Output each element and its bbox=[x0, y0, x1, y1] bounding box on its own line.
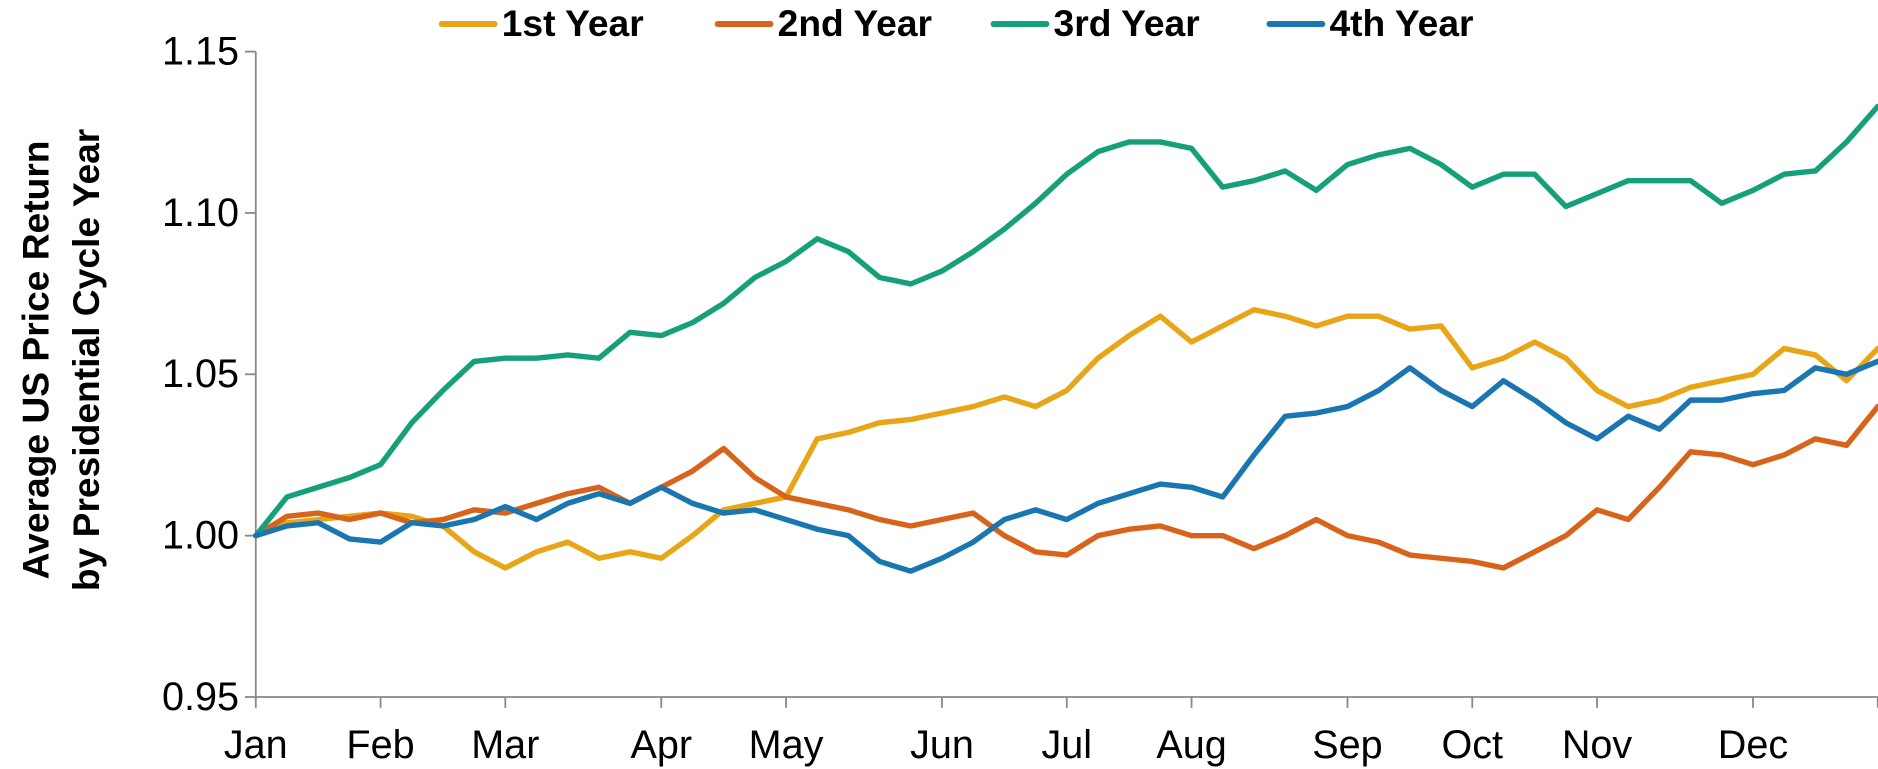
series-line bbox=[253, 103, 1878, 539]
x-tick-label: Jul bbox=[1041, 723, 1092, 767]
series-line bbox=[253, 307, 1878, 571]
x-tick-label: Mar bbox=[471, 723, 539, 767]
x-tick-label: Sep bbox=[1312, 723, 1382, 767]
y-tick-label: 1.00 bbox=[162, 514, 239, 558]
legend-label: 4th Year bbox=[1329, 2, 1473, 44]
x-tick-label: Apr bbox=[630, 723, 692, 767]
legend-label: 1st Year bbox=[502, 2, 644, 44]
x-tick-label: Feb bbox=[346, 723, 414, 767]
x-tick-label: Jun bbox=[910, 723, 974, 767]
y-tick-label: 1.05 bbox=[162, 352, 239, 396]
x-tick-label: Oct bbox=[1441, 723, 1503, 767]
y-axis-title-line: by Presidential Cycle Year bbox=[65, 129, 107, 591]
legend-label: 3rd Year bbox=[1054, 2, 1200, 44]
legend: 1st Year 2nd Year 3rd Year 4th Year bbox=[438, 2, 1474, 44]
x-tick-label: Jan bbox=[224, 723, 288, 767]
x-tick-label: Nov bbox=[1562, 723, 1633, 767]
y-tick-label: 0.95 bbox=[162, 675, 239, 719]
y-tick-label: 1.10 bbox=[162, 191, 239, 235]
y-tick-label: 1.15 bbox=[162, 29, 239, 73]
y-axis-title-line: Average US Price Return bbox=[14, 140, 56, 579]
x-tick-label: May bbox=[749, 723, 824, 767]
x-tick-label: Aug bbox=[1156, 723, 1226, 767]
series-line bbox=[253, 358, 1878, 574]
y-axis-title: Average US Price Return by Presidential … bbox=[14, 129, 106, 591]
x-tick-label: Dec bbox=[1718, 723, 1788, 767]
series-line bbox=[253, 403, 1878, 571]
legend-label: 2nd Year bbox=[778, 2, 932, 44]
